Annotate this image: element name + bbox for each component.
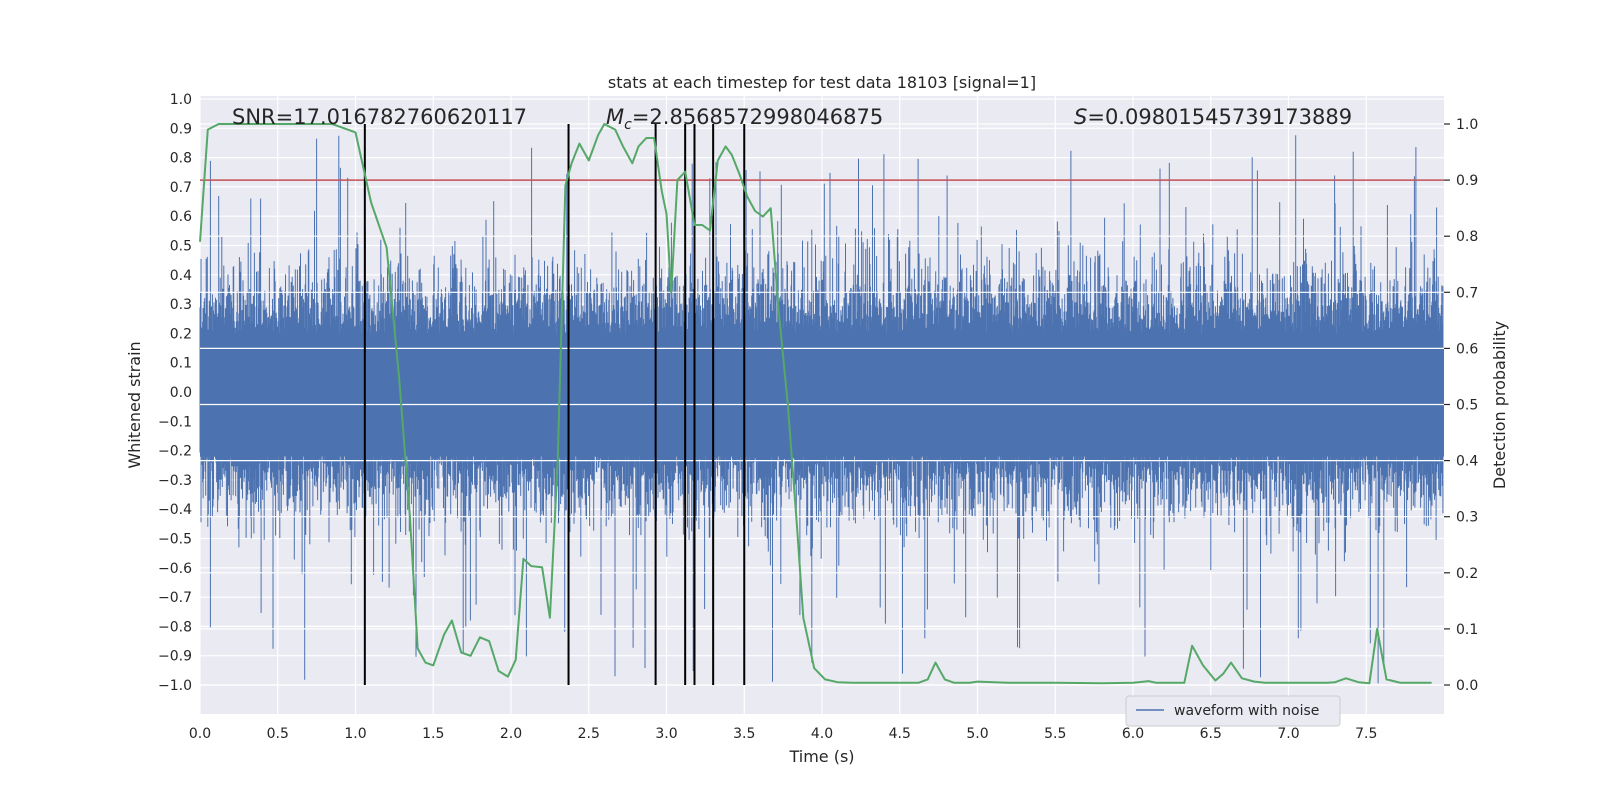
y-tick-label: −0.6 (158, 561, 192, 577)
x-tick-label: 3.5 (733, 726, 755, 742)
y-tick-label: −0.1 (158, 414, 192, 430)
x-tick-label: 6.5 (1200, 726, 1222, 742)
y-tick-label: −0.5 (158, 532, 192, 548)
x-tick-label: 7.5 (1355, 726, 1377, 742)
probability-series (199, 123, 1432, 685)
x-tick-label: 5.0 (966, 726, 988, 742)
x-tick-label: 0.0 (189, 726, 211, 742)
y-right-tick-label: 0.9 (1456, 173, 1478, 189)
y-tick-label: 0.7 (170, 180, 192, 196)
x-tick-label: 2.0 (500, 726, 522, 742)
y-right-tick-label: 0.6 (1456, 341, 1478, 357)
legend-label: waveform with noise (1174, 703, 1319, 719)
y-tick-label: 0.2 (170, 326, 192, 342)
spin-value: =0.09801545739173889 (1087, 105, 1352, 129)
x-tick-label: 4.0 (811, 726, 833, 742)
chirp-mass-subscript: c (624, 117, 632, 133)
y-tick-label: 0.4 (170, 268, 192, 284)
y-tick-label: 1.0 (170, 92, 192, 108)
y-right-tick-label: 1.0 (1456, 117, 1478, 133)
chirp-mass-symbol: M (606, 105, 624, 129)
chirp-mass-annotation: Mc=2.856857299804687​5 (606, 105, 883, 133)
y-tick-label: 0.3 (170, 297, 192, 313)
legend: waveform with noise (1125, 695, 1341, 727)
x-tick-label: 2.5 (578, 726, 600, 742)
chirp-mass-value: =2.856857299804687​5 (632, 105, 883, 129)
x-axis-label: Time (s) (788, 747, 854, 766)
y-tick-label: 0.9 (170, 121, 192, 137)
y-tick-label: −0.9 (158, 649, 192, 665)
x-tick-label: 1.5 (422, 726, 444, 742)
x-tick-label: 7.0 (1277, 726, 1299, 742)
y-right-tick-label: 0.1 (1456, 622, 1478, 638)
x-tick-label: 3.0 (655, 726, 677, 742)
spin-annotation: S=0.09801545739173889 (1074, 105, 1352, 129)
x-tick-label: 1.0 (344, 726, 366, 742)
y-right-tick-label: 0.8 (1456, 229, 1478, 245)
y-tick-label: 0.8 (170, 151, 192, 167)
y-right-axis-label: Detection probability (1490, 321, 1509, 489)
y-right-tick-label: 0.3 (1456, 510, 1478, 526)
y-tick-label: −0.8 (158, 619, 192, 635)
y-right-tick-label: 0.2 (1456, 566, 1478, 582)
y-right-tick-label: 0.0 (1456, 678, 1478, 694)
x-tick-label: 0.5 (267, 726, 289, 742)
y-right-tick-label: 0.4 (1456, 454, 1478, 470)
event-lines (363, 124, 746, 685)
snr-annotation: SNR=17.016782760620117 (232, 105, 527, 129)
y-right-axis-ticks: 1.0 0.9 0.8 0.7 0.6 0.5 0.4 0.3 0.2 0.1 0.0 (1444, 117, 1478, 694)
y-axis-label: Whitened strain (125, 341, 144, 468)
y-axis-ticks: 1.0 0.9 0.8 0.7 0.6 0.5 0.4 0.3 0.2 0.1 0.0 −0.1 −0.… (158, 92, 192, 694)
probability-line (199, 123, 1432, 685)
noise-waveform (199, 123, 1444, 686)
spin-symbol: S (1074, 105, 1087, 129)
y-tick-label: 0.6 (170, 209, 192, 225)
x-tick-label: 6.0 (1122, 726, 1144, 742)
x-tick-label: 4.5 (889, 726, 911, 742)
y-tick-label: 0.5 (170, 239, 192, 255)
y-tick-label: −0.2 (158, 444, 192, 460)
y-tick-label: −0.7 (158, 590, 192, 606)
legend-box (1125, 695, 1341, 727)
y-tick-label: −0.4 (158, 502, 192, 518)
y-tick-label: 0.0 (170, 385, 192, 401)
y-right-tick-label: 0.7 (1456, 285, 1478, 301)
y-right-tick-label: 0.5 (1456, 398, 1478, 414)
y-tick-label: −0.3 (158, 473, 192, 489)
y-tick-label: 0.1 (170, 356, 192, 372)
x-tick-label: 5.5 (1044, 726, 1066, 742)
chart-title: stats at each timestep for test data 181… (608, 73, 1036, 92)
y-tick-label: −1.0 (158, 678, 192, 694)
x-axis-ticks: 0.0 0.5 1.0 1.5 2.0 2.5 3.0 3.5 4.0 4.5 5.0 5.5 6.0 6… (189, 726, 1378, 742)
